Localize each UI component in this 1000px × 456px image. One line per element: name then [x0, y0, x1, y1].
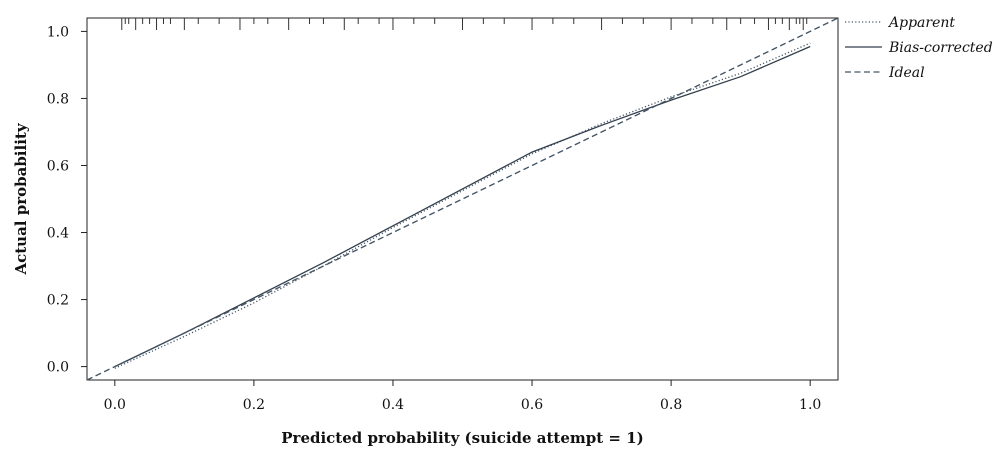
y-tick-label: 0.0 [47, 360, 69, 376]
legend: Apparent Bias-corrected Ideal [845, 15, 993, 81]
y-tick-label: 1.0 [47, 24, 69, 40]
y-tick-label: 0.4 [47, 226, 69, 242]
series-line-ideal [86, 17, 839, 381]
legend-label: Bias-corrected [888, 40, 993, 56]
y-tick-label: 0.8 [47, 91, 69, 107]
x-tick-label: 0.4 [382, 397, 404, 413]
y-tick-label: 0.6 [47, 158, 69, 174]
y-axis-ticks: 0.0 0.2 0.4 0.6 0.8 1.0 [47, 24, 87, 376]
x-axis-title: Predicted probability (suicide attempt =… [281, 429, 643, 447]
x-tick-label: 0.8 [660, 397, 682, 413]
legend-label: Apparent [887, 15, 955, 31]
legend-label: Ideal [888, 65, 925, 81]
series-line-apparent [114, 42, 811, 369]
y-tick-label: 0.2 [47, 293, 69, 309]
x-tick-label: 0.0 [104, 397, 126, 413]
series-line-bias-corrected [114, 45, 811, 368]
series-layer [86, 17, 839, 381]
x-axis-ticks: 0.0 0.2 0.4 0.6 0.8 1.0 [104, 380, 821, 413]
y-axis-title: Actual probability [12, 122, 30, 275]
x-tick-label: 1.0 [799, 397, 821, 413]
x-tick-label: 0.6 [521, 397, 543, 413]
x-tick-label: 0.2 [243, 397, 265, 413]
rug-marks [121, 18, 808, 30]
